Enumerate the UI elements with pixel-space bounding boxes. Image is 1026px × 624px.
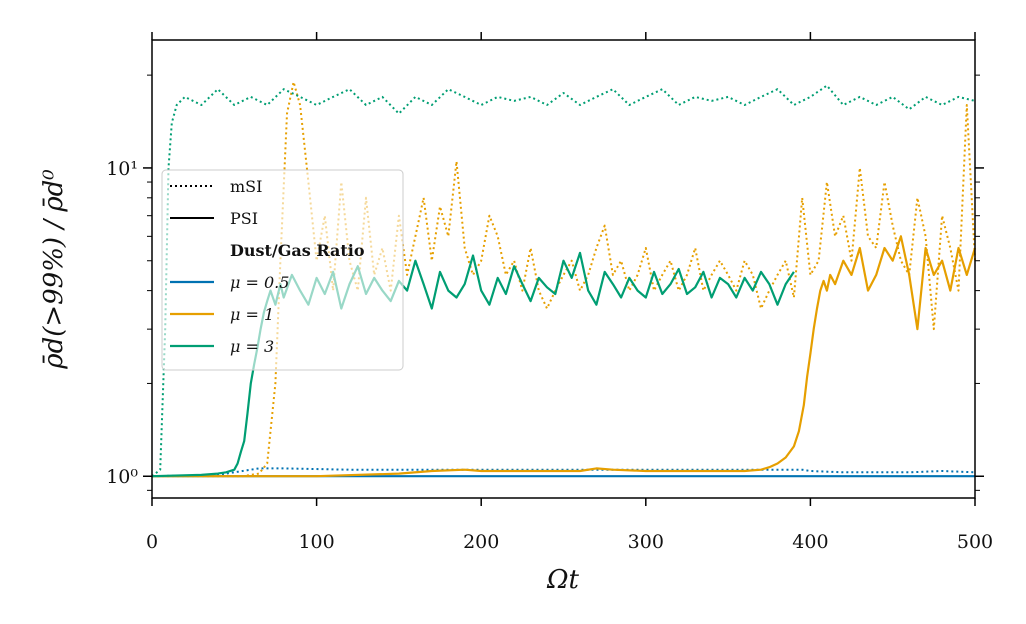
x-tick-label: 400: [792, 531, 828, 553]
y-axis-label: ρ̄d(>99%) / ρ̄d⁰: [39, 169, 69, 370]
legend-label-mu-1: μ = 1: [230, 305, 274, 324]
x-tick-label: 300: [628, 531, 664, 553]
x-tick-label: 0: [146, 531, 158, 553]
y-tick-label: 10⁰: [106, 466, 138, 488]
legend-box: [161, 169, 404, 371]
axes-layer: 0 100 200 300 400 500 10⁰ 10¹: [106, 32, 993, 553]
y-tick-label: 10¹: [106, 158, 138, 180]
plot-frame: [151, 39, 976, 499]
legend-title: Dust/Gas Ratio: [230, 241, 365, 260]
legend-label-psi: PSI: [230, 209, 258, 228]
legend-label-mu-2: μ = 3: [230, 337, 274, 356]
series-line-2: [152, 81, 976, 478]
x-tick-label: 500: [957, 531, 993, 553]
x-tick-label: 100: [298, 531, 334, 553]
series-line-0: [151, 467, 976, 478]
series-line-4: [151, 84, 976, 477]
legend-label-mu-0: μ = 0.5: [230, 273, 289, 292]
legend: mSI PSI Dust/Gas Ratio μ = 0.5 μ = 1 μ = 3: [170, 177, 365, 356]
x-tick-label: 200: [463, 531, 499, 553]
series-layer: [151, 81, 977, 478]
x-axis-label: Ωt: [546, 565, 580, 595]
legend-label-msi: mSI: [230, 177, 262, 196]
series-line-3: [152, 235, 977, 478]
